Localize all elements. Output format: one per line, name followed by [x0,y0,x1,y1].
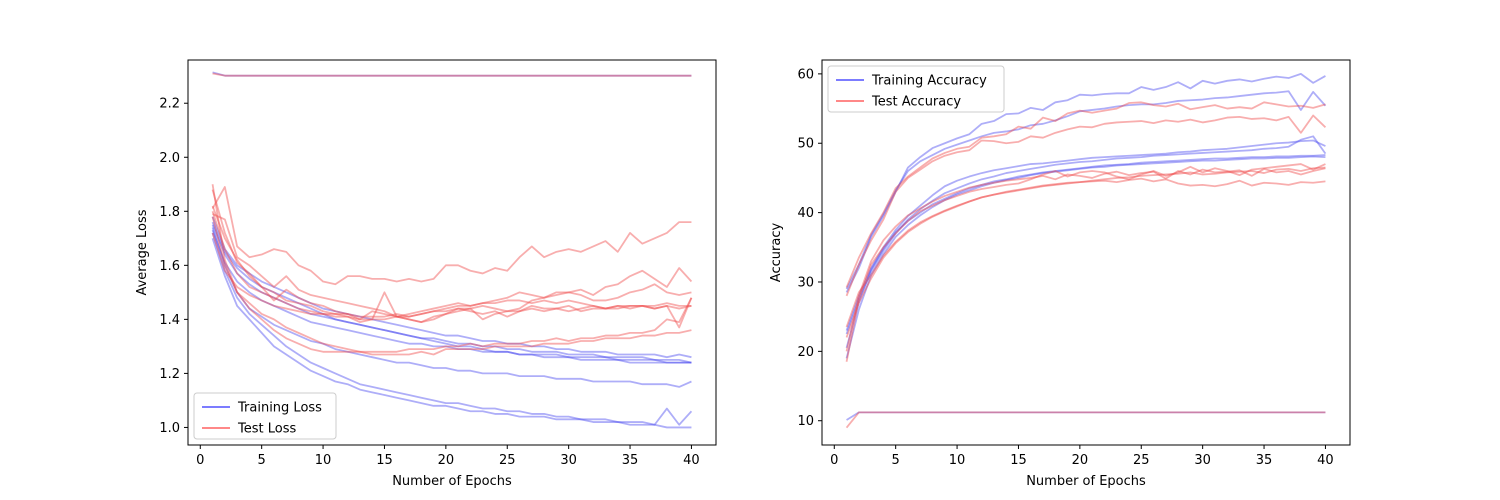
x-axis-label: Number of Epochs [392,474,512,489]
plot-frame [821,59,1351,446]
x-tick-label: 10 [949,453,966,468]
y-tick-label: 1.0 [159,421,180,436]
y-axis-label: Average Loss [135,209,150,295]
series-lines [845,72,1327,429]
training-series-line-3 [211,232,693,426]
test-series-line-10 [845,163,1326,362]
x-axis-label: Number of Epochs [1026,474,1146,489]
y-tick-label: 1.8 [159,205,180,220]
y-tick-label: 1.2 [159,367,180,382]
test-series-line-9 [845,114,1327,297]
training-series-line-2 [211,238,692,429]
y-tick-label: 60 [797,67,814,82]
accuracy-chart: 0 5 10 15 20 25 30 35 40 10 20 30 40 50 60 Number of Ep… [769,59,1351,489]
training-series-line-6 [211,224,692,364]
legend-label: Test Loss [237,422,296,437]
x-tick-label: 40 [1317,453,1334,468]
x-tick-label: 25 [1133,453,1150,468]
training-series-line-4 [211,227,692,388]
test-series-line-16 [211,186,692,286]
test-series-line-11 [211,232,692,321]
legend-label: Test Accuracy [871,95,961,110]
y-tick-label: 1.6 [159,259,180,274]
y-axis-label: Accuracy [769,223,784,283]
legend: Training Loss Test Loss [193,392,337,440]
test-series-line-12 [211,211,692,318]
y-tick-label: 50 [797,137,814,152]
y-tick-label: 1.4 [159,313,180,328]
test-series-line-15 [212,213,693,318]
y-tick-label: 2.0 [159,151,180,166]
x-tick-label: 40 [683,453,700,468]
y-tick-label: 40 [797,206,814,221]
loss-chart: 0 5 10 15 20 25 30 35 40 1.0 1.2 1.4 1.6 1.8 2.0 2.2 Num… [135,59,717,489]
x-tick-label: 35 [1256,453,1273,468]
test-series-line-13 [845,166,1326,328]
y-tick-label: 10 [797,414,814,429]
x-tick-label: 5 [258,453,266,468]
x-tick-label: 10 [315,453,332,468]
test-series-line-12 [845,177,1326,338]
x-tick-label: 0 [196,453,204,468]
training-series-line-2 [845,72,1326,293]
y-tick-label: 20 [797,345,814,360]
training-series-line-6 [845,155,1326,359]
test-series-line-1 [845,411,1326,429]
x-tick-label: 35 [622,453,639,468]
training-series-line-7 [845,154,1326,349]
plot-frame [187,59,717,446]
legend: Training Accuracy Test Accuracy [827,65,1005,113]
training-series-line-3 [845,90,1327,290]
x-tick-label: 30 [560,453,577,468]
legend-label: Training Accuracy [871,74,987,89]
y-tick-label: 2.2 [159,97,180,112]
test-series-line-9 [211,184,692,356]
series-lines [211,71,693,429]
x-tick-label: 20 [1072,453,1089,468]
test-series-line-1 [212,72,692,77]
x-tick-label: 5 [892,453,900,468]
x-tick-label: 20 [438,453,455,468]
training-series-line-7 [211,221,692,364]
test-series-line-13 [211,205,693,329]
x-tick-label: 15 [1010,453,1027,468]
test-series-line-10 [211,216,693,353]
x-tick-label: 15 [376,453,393,468]
test-series-line-11 [845,167,1326,352]
x-tick-label: 30 [1194,453,1211,468]
y-tick-label: 30 [797,275,814,290]
legend-box [827,65,1005,113]
training-series-line-0 [212,71,692,77]
training-series-line-5 [211,229,692,364]
test-series-line-14 [211,189,692,323]
test-series-line-8 [845,101,1326,288]
legend-label: Training Loss [237,401,322,416]
training-series-line-8 [211,216,692,359]
x-tick-label: 0 [830,453,838,468]
training-series-line-4 [845,139,1326,331]
training-series-line-5 [845,135,1327,335]
x-tick-label: 25 [499,453,516,468]
training-series-line-0 [846,411,1326,421]
